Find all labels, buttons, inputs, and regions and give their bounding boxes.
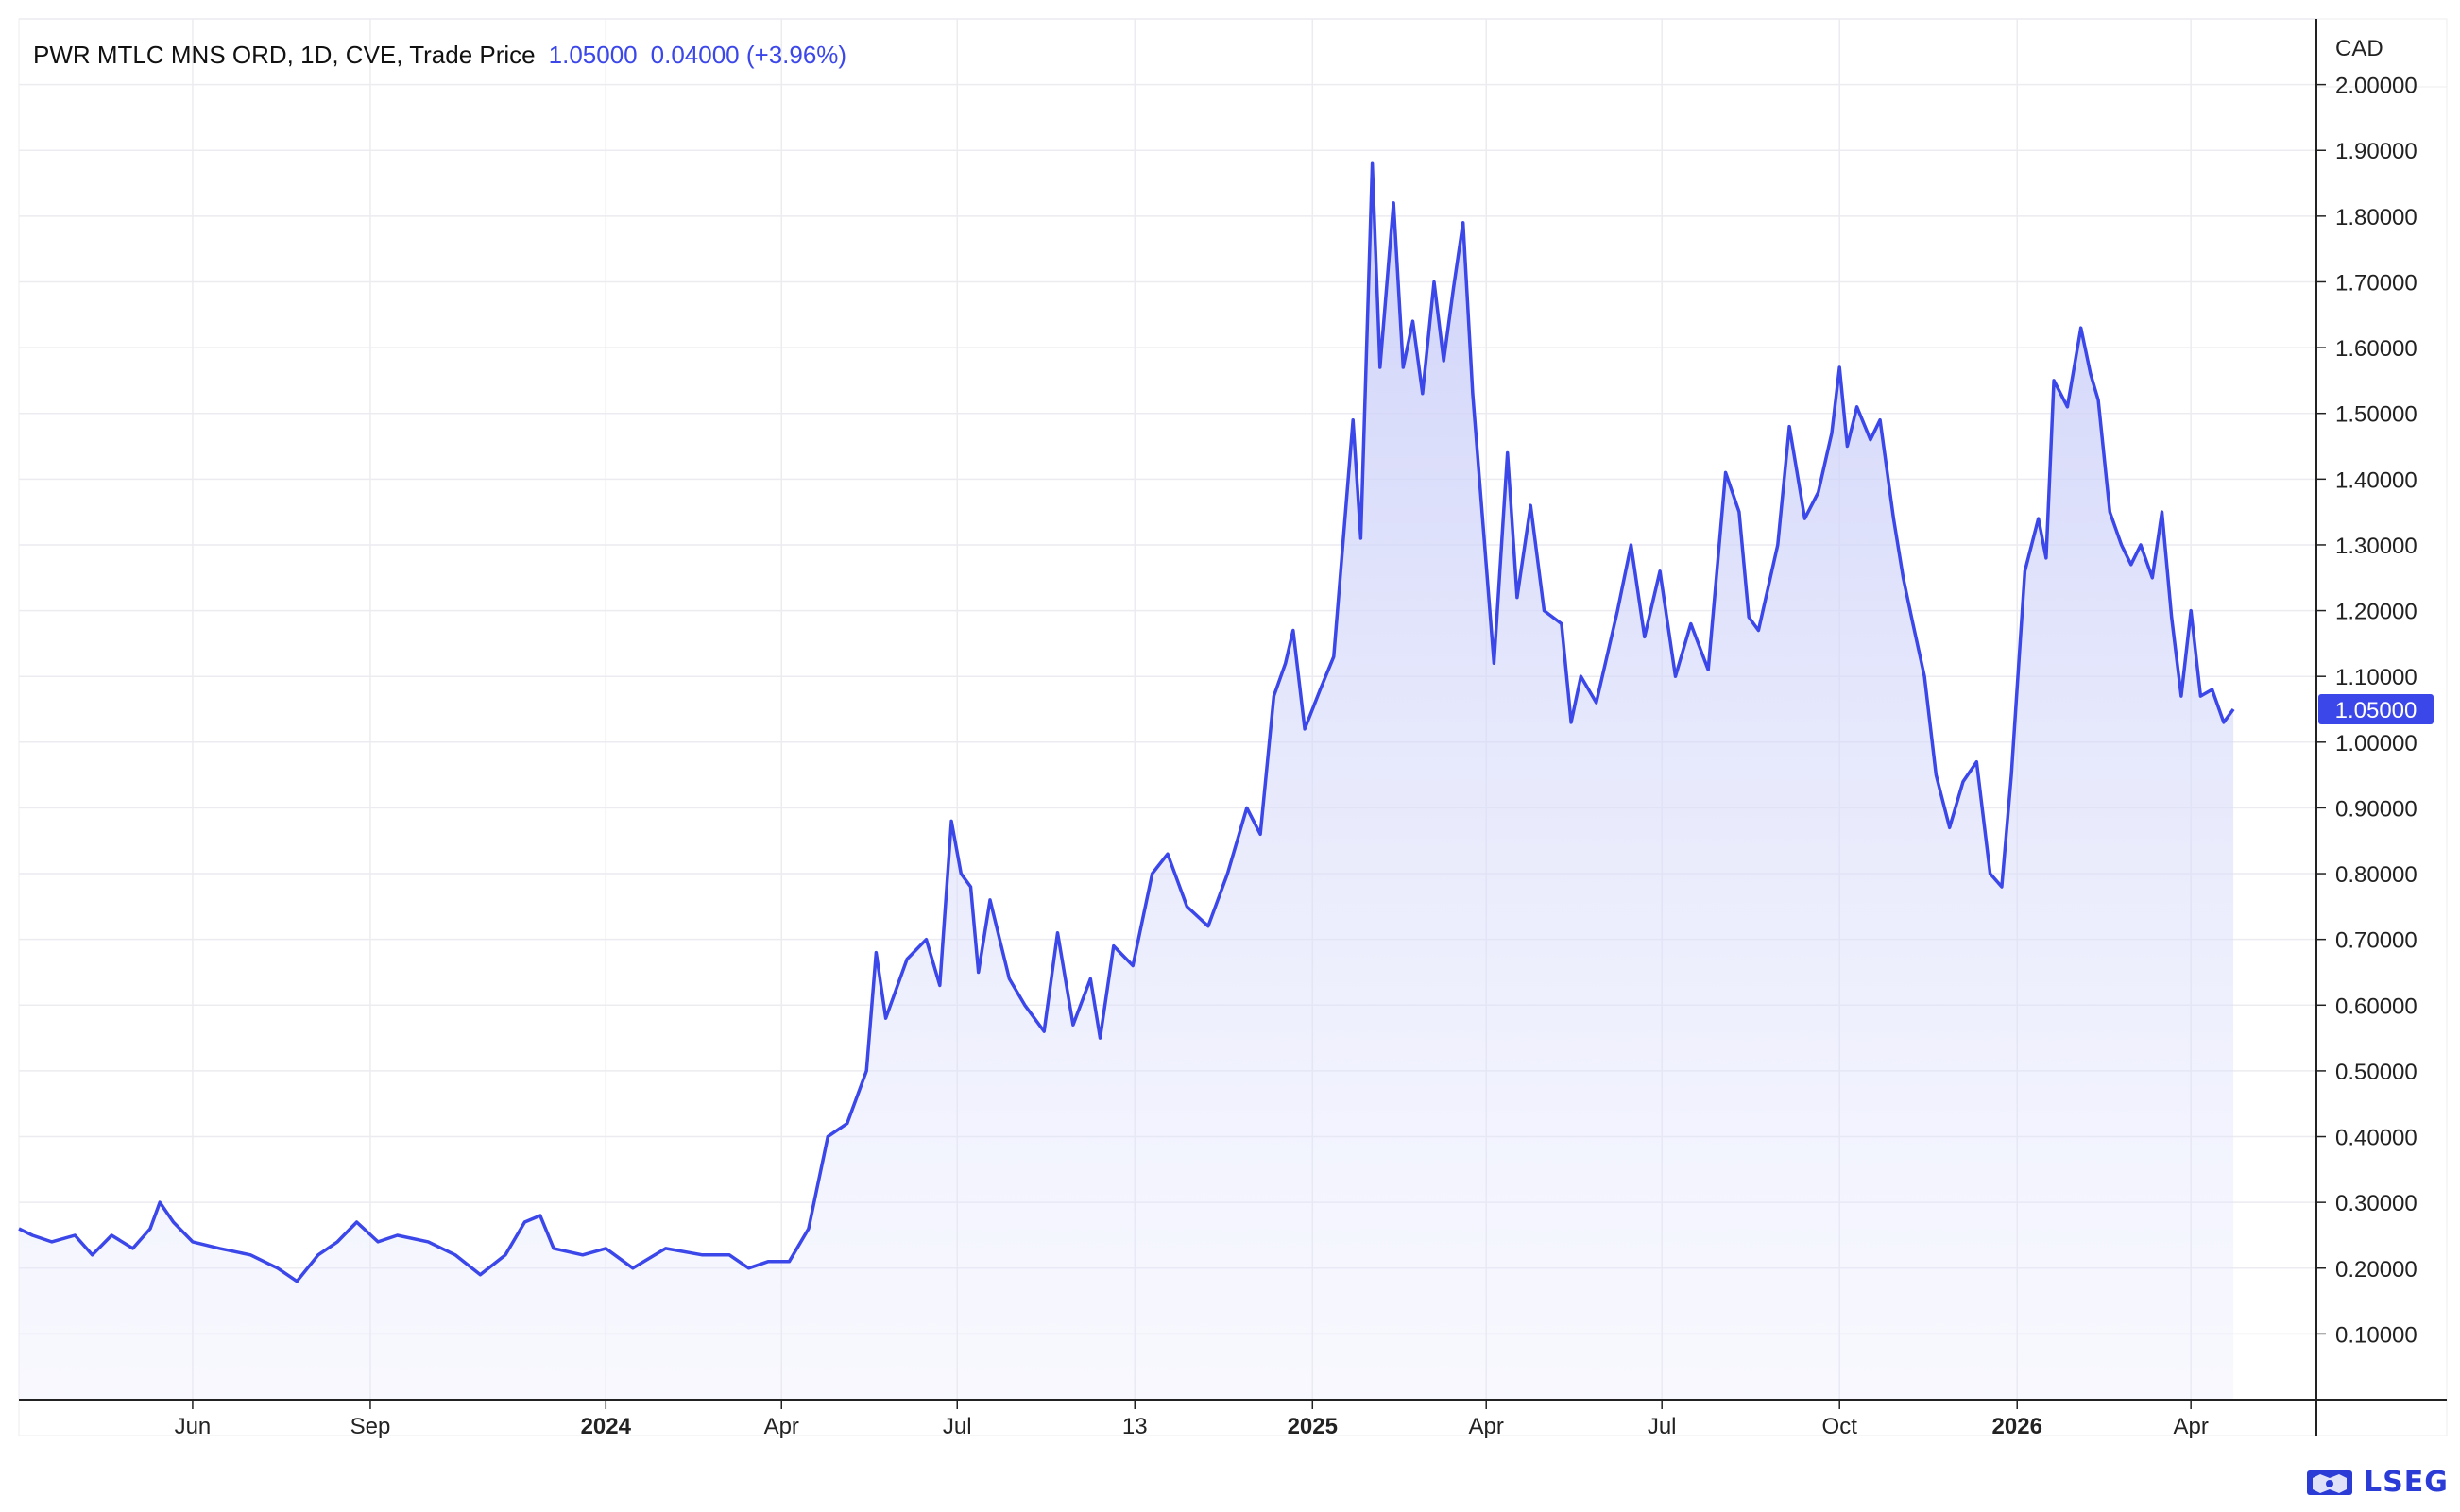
y-tick-label: 1.70000 [2335,270,2417,296]
last-price-badge-label: 1.05000 [2335,698,2417,723]
lseg-logo[interactable]: LSEG [2305,1466,2449,1499]
price-series [18,161,2235,1401]
x-tick-label: Oct [1822,1414,1858,1439]
last-price: 1.05000 [548,40,638,69]
x-tick-label: 2025 [1288,1414,1338,1439]
x-tick-label: 13 [1122,1414,1148,1439]
y-tick-label: 1.50000 [2335,402,2417,428]
y-tick-label: 0.90000 [2335,796,2417,822]
instrument-label: PWR MTLC MNS ORD, 1D, CVE, Trade Price [33,40,536,69]
y-tick-label: 1.60000 [2335,336,2417,362]
y-tick-label: 0.20000 [2335,1257,2417,1283]
x-tick-label: Jun [175,1414,212,1439]
y-tick-label: 1.30000 [2335,534,2417,559]
y-tick-label: 1.80000 [2335,205,2417,230]
y-tick-label: 2.00000 [2335,74,2417,99]
price-area-fill [19,163,2234,1401]
y-tick-label: 0.10000 [2335,1322,2417,1348]
x-tick-label: Apr [1469,1414,1504,1439]
x-tick-label: 2026 [1992,1414,2042,1439]
y-tick-label: 1.20000 [2335,600,2417,625]
y-tick-label: 0.70000 [2335,928,2417,954]
currency-label: CAD [2335,36,2383,61]
last-price-badge: 1.05000 [2318,694,2434,724]
x-axis-ticks: Jun Sep 2024 Apr Jul 13 2025 Apr Jul Oct 2026 Apr [175,1400,2209,1439]
x-tick-label: Sep [350,1414,391,1439]
x-tick-label: Jul [943,1414,972,1439]
x-tick-label: 2024 [581,1414,632,1439]
x-tick-label: Apr [2173,1414,2208,1439]
axes [19,19,2447,1436]
y-axis-ticks: 0.10000 0.20000 0.30000 0.40000 0.50000 0.600… [2316,74,2417,1348]
x-tick-label: Apr [764,1414,799,1439]
y-tick-label: 0.30000 [2335,1191,2417,1216]
last-price-badge-bg [2318,694,2434,724]
logo-text: LSEG [2364,1466,2449,1499]
price-change: 0.04000 (+3.96%) [650,40,847,69]
y-tick-label: 1.90000 [2335,139,2417,164]
y-tick-label: 0.80000 [2335,862,2417,888]
x-tick-label: Jul [1648,1414,1677,1439]
lseg-emblem-icon [2307,1470,2352,1495]
y-tick-label: 1.40000 [2335,467,2417,493]
y-tick-label: 1.00000 [2335,731,2417,756]
y-tick-label: 0.60000 [2335,994,2417,1019]
chart-header: PWR MTLC MNS ORD, 1D, CVE, Trade Price 1… [33,36,846,74]
y-tick-label: 0.50000 [2335,1060,2417,1085]
y-tick-label: 1.10000 [2335,665,2417,690]
price-line [18,161,2235,1283]
y-tick-label: 0.40000 [2335,1126,2417,1151]
